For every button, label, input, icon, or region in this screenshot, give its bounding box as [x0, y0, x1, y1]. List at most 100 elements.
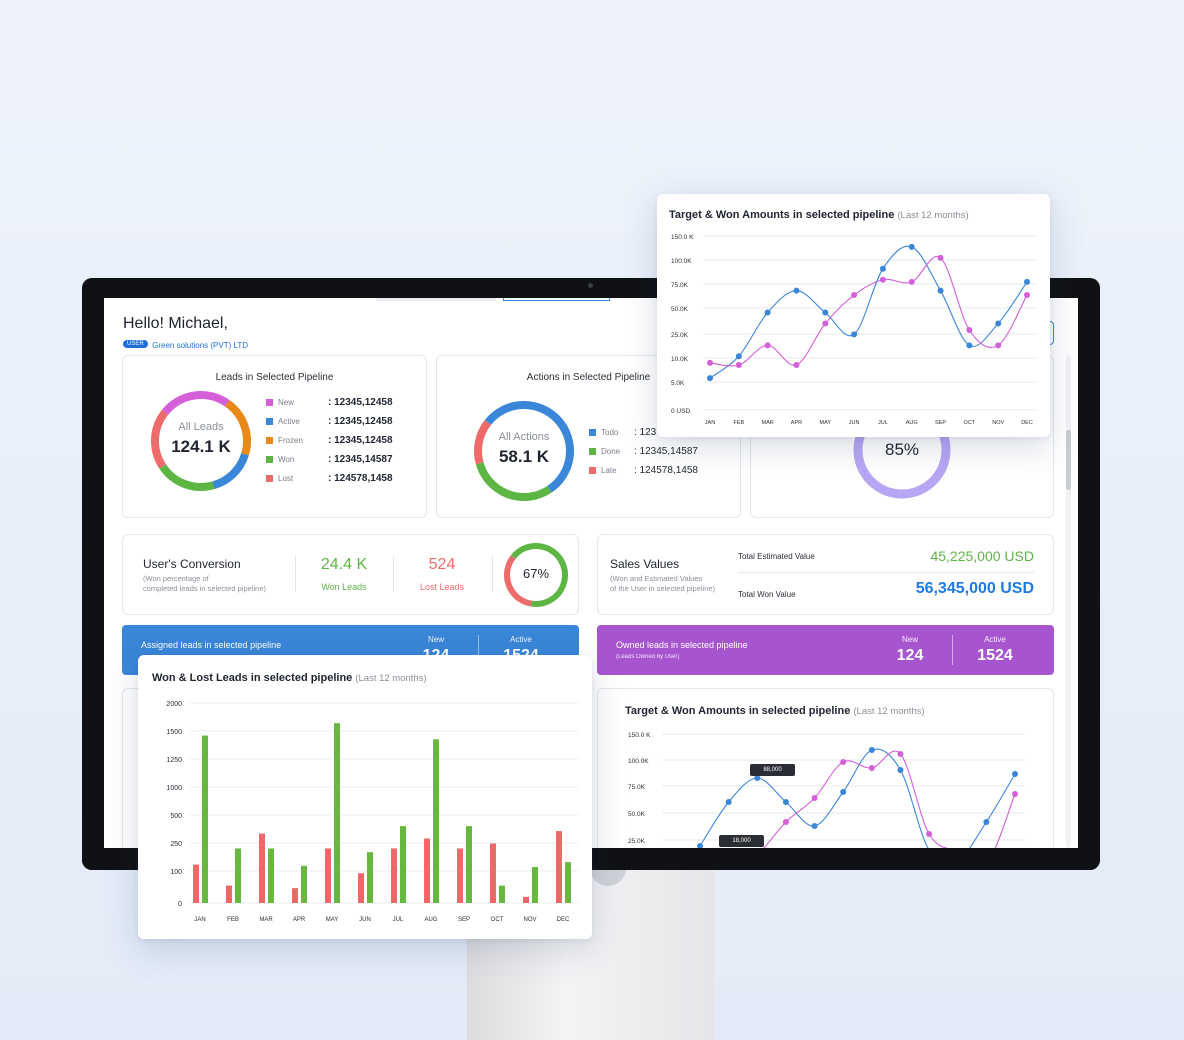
- lost-bar[interactable]: [358, 873, 364, 903]
- legend-swatch: [589, 467, 596, 474]
- scrollbar-track[interactable]: [1066, 355, 1071, 848]
- data-point[interactable]: [937, 254, 944, 261]
- data-point[interactable]: [1024, 278, 1030, 285]
- lost-bar[interactable]: [391, 848, 397, 903]
- leads-legend-item: Won: [266, 455, 294, 464]
- actions-legend-item: Late: [589, 466, 617, 475]
- data-point[interactable]: [725, 799, 732, 805]
- leads-donut-segment: [212, 452, 249, 490]
- data-point[interactable]: [995, 342, 1002, 349]
- data-point[interactable]: [782, 819, 789, 825]
- won-bar[interactable]: [499, 885, 505, 903]
- y-tick-label: 1500: [166, 729, 182, 736]
- data-point[interactable]: [868, 747, 875, 753]
- data-point[interactable]: [937, 287, 944, 294]
- data-point[interactable]: [735, 353, 742, 360]
- data-point[interactable]: [707, 375, 713, 382]
- data-point[interactable]: [1012, 791, 1018, 797]
- y-tick-label: 10.0K: [671, 356, 689, 363]
- data-point[interactable]: [897, 751, 904, 757]
- lost-bar[interactable]: [457, 848, 463, 903]
- data-point[interactable]: [793, 287, 800, 294]
- data-point[interactable]: [697, 843, 703, 848]
- data-point[interactable]: [879, 276, 886, 283]
- data-point[interactable]: [851, 292, 858, 299]
- won-bar[interactable]: [301, 865, 307, 903]
- data-point[interactable]: [840, 759, 847, 765]
- data-point[interactable]: [764, 342, 771, 349]
- leads-card-title: Leads in Selected Pipeline: [215, 372, 334, 383]
- data-point[interactable]: [879, 265, 886, 272]
- leads-donut-value: 124.1 K: [171, 437, 231, 456]
- y-tick-label: 50.0K: [628, 811, 646, 818]
- estimated-value-label: Total Estimated Value: [738, 552, 815, 561]
- won-bar[interactable]: [334, 723, 340, 903]
- data-point[interactable]: [840, 789, 847, 795]
- data-point[interactable]: [926, 831, 933, 837]
- target-won-popup-title-text: Target & Won Amounts in selected pipelin…: [669, 209, 895, 221]
- data-point[interactable]: [811, 795, 818, 801]
- leads-donut-segment: [151, 409, 169, 469]
- data-point[interactable]: [793, 362, 800, 369]
- won-bar[interactable]: [235, 848, 241, 903]
- lost-bar[interactable]: [325, 848, 331, 903]
- lost-bar[interactable]: [193, 864, 199, 903]
- data-point[interactable]: [811, 823, 818, 829]
- data-point[interactable]: [995, 320, 1002, 327]
- lost-bar[interactable]: [490, 843, 496, 903]
- data-point[interactable]: [966, 327, 973, 334]
- won-bar[interactable]: [532, 867, 538, 903]
- data-point[interactable]: [908, 278, 915, 285]
- y-tick-label: 150.0 K: [628, 732, 651, 739]
- owned-leads-banner[interactable]: Owned leads in selected pipeline (Leads …: [597, 625, 1054, 675]
- won-bar[interactable]: [367, 852, 373, 903]
- actions-card-title: Actions in Selected Pipeline: [526, 372, 651, 383]
- top-tab-active[interactable]: [503, 298, 610, 301]
- won-bar[interactable]: [400, 826, 406, 903]
- data-point[interactable]: [908, 243, 915, 250]
- actions-legend-item: Todo: [589, 428, 618, 437]
- lost-bar[interactable]: [556, 831, 562, 903]
- data-point[interactable]: [897, 767, 904, 773]
- legend-label: Lost: [278, 474, 294, 483]
- leads-donut-segment: [224, 399, 251, 456]
- y-tick-label: 25.0K: [628, 838, 646, 845]
- won-bar[interactable]: [202, 735, 208, 903]
- lost-bar[interactable]: [259, 833, 265, 903]
- lost-leads-value: 524: [428, 556, 456, 573]
- data-point[interactable]: [822, 309, 829, 316]
- legend-swatch: [266, 418, 273, 425]
- series-line: [709, 255, 1028, 367]
- data-point[interactable]: [735, 362, 742, 369]
- data-point[interactable]: [1012, 771, 1018, 777]
- top-tab[interactable]: [376, 298, 496, 301]
- data-point[interactable]: [868, 765, 875, 771]
- lost-bar[interactable]: [424, 838, 430, 903]
- data-point[interactable]: [822, 320, 829, 327]
- y-tick-label: 100.0K: [671, 258, 692, 265]
- won-bar[interactable]: [466, 826, 472, 903]
- user-info: USER Green solutions (PVT) LTD: [123, 335, 248, 353]
- x-tick-label: JUL: [393, 917, 404, 923]
- lost-bar[interactable]: [226, 885, 232, 903]
- data-point[interactable]: [851, 331, 858, 338]
- completion-value: 85%: [884, 440, 920, 459]
- actions-donut: [474, 401, 574, 501]
- won-bar[interactable]: [268, 848, 274, 903]
- data-point[interactable]: [754, 775, 761, 781]
- won-bar[interactable]: [565, 862, 571, 903]
- lost-bar[interactable]: [523, 896, 529, 903]
- won-bar[interactable]: [433, 739, 439, 903]
- scrollbar-thumb[interactable]: [1066, 430, 1071, 490]
- data-point[interactable]: [983, 819, 990, 825]
- data-point[interactable]: [1024, 292, 1030, 299]
- data-point[interactable]: [764, 309, 771, 316]
- legend-label: Frozen: [278, 436, 303, 445]
- data-point[interactable]: [707, 359, 713, 366]
- y-tick-label: 50.0K: [671, 306, 689, 313]
- data-point[interactable]: [966, 342, 973, 349]
- sales-card: [597, 534, 1054, 615]
- x-tick-label: OCT: [491, 917, 504, 923]
- lost-bar[interactable]: [292, 888, 298, 903]
- data-point[interactable]: [782, 799, 789, 805]
